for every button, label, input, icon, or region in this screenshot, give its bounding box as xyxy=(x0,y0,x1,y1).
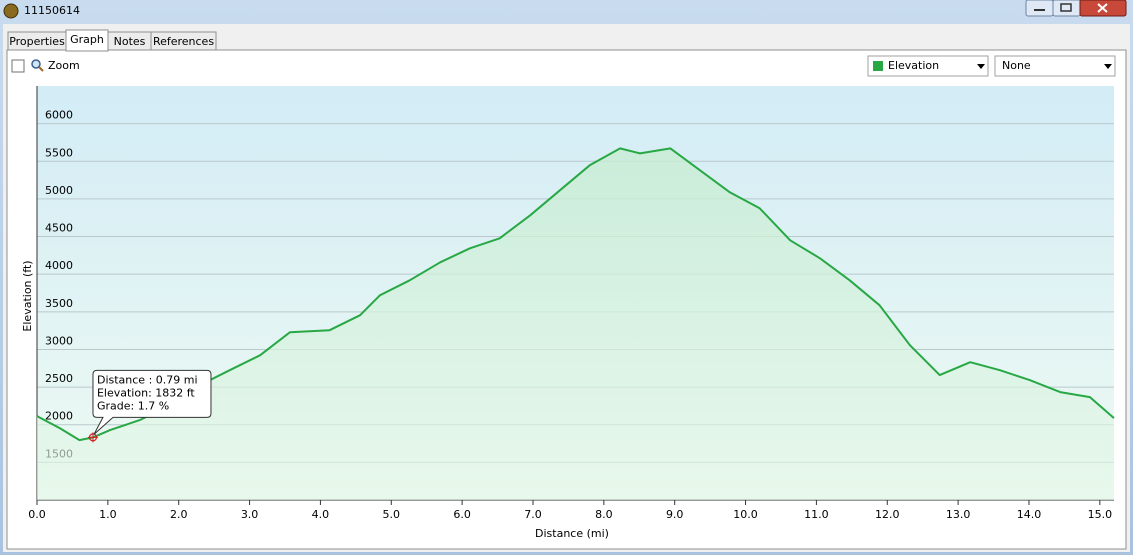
y-tick-label: 4000 xyxy=(45,259,73,272)
x-tick-label: 0.0 xyxy=(28,508,46,521)
x-tick-label: 7.0 xyxy=(524,508,542,521)
x-tick-label: 9.0 xyxy=(666,508,684,521)
x-tick-label: 8.0 xyxy=(595,508,613,521)
zoom-icon-handle xyxy=(38,66,44,72)
tab-label: Graph xyxy=(70,33,104,46)
app-icon xyxy=(3,3,19,19)
x-tick-label: 11.0 xyxy=(804,508,829,521)
y-tick-label: 5000 xyxy=(45,184,73,197)
series-swatch xyxy=(873,61,883,71)
zoom-label: Zoom xyxy=(48,59,80,72)
tooltip-box xyxy=(92,369,212,435)
x-tick-label: 4.0 xyxy=(312,508,330,521)
zoom-checkbox[interactable] xyxy=(11,59,25,73)
maximize-button[interactable] xyxy=(1052,0,1081,17)
series-dropdown-text: Elevation xyxy=(888,59,939,72)
tooltip-line: Distance : 0.79 mi xyxy=(97,373,198,386)
x-tick-label: 6.0 xyxy=(453,508,471,521)
dropdown-arrow xyxy=(977,64,985,69)
y-tick-label: 2500 xyxy=(45,372,73,385)
x-tick-label: 14.0 xyxy=(1017,508,1042,521)
zoom-icon xyxy=(31,59,41,69)
chart: 1500200025003000350040004500500055006000… xyxy=(28,86,1115,521)
x-tick-label: 10.0 xyxy=(733,508,758,521)
tab[interactable] xyxy=(150,31,217,51)
tooltip-line: Elevation: 1832 ft xyxy=(97,386,195,399)
x-tick-label: 5.0 xyxy=(383,508,401,521)
cursor-cross xyxy=(87,432,98,443)
x-tick-label: 12.0 xyxy=(875,508,900,521)
area-fill xyxy=(37,148,1114,500)
tooltip-line: Grade: 1.7 % xyxy=(97,399,169,412)
tab-label: Notes xyxy=(114,35,146,48)
minimize-button[interactable] xyxy=(1025,0,1054,17)
x-tick-label: 13.0 xyxy=(946,508,971,521)
y-tick-label: 3000 xyxy=(45,334,73,347)
x-tick-label: 2.0 xyxy=(170,508,188,521)
y-tick-label: 5500 xyxy=(45,146,73,159)
secondary-dropdown-text: None xyxy=(1002,59,1031,72)
x-tick-label: 1.0 xyxy=(99,508,117,521)
x-tick-label: 3.0 xyxy=(241,508,259,521)
y-tick-label: 2000 xyxy=(45,410,73,423)
close-glyph xyxy=(1097,3,1108,13)
window-controls[interactable] xyxy=(1025,0,1127,17)
secondary-dropdown[interactable] xyxy=(994,55,1116,77)
x-tick-label: 15.0 xyxy=(1088,508,1113,521)
series-dropdown[interactable] xyxy=(867,55,989,77)
x-axis-label: Distance (mi) xyxy=(535,527,609,540)
y-axis-label: Elevation (ft) xyxy=(21,260,34,331)
tab-strip: Properties Graph Notes References xyxy=(7,29,217,52)
dropdown-arrow xyxy=(1104,64,1112,69)
tab-label: References xyxy=(153,35,214,48)
tab-label: Properties xyxy=(9,35,65,48)
y-tick-label: 3500 xyxy=(45,297,73,310)
y-tick-label: 4500 xyxy=(45,222,73,235)
window-title: 11150614 xyxy=(24,4,80,17)
y-tick-label: 6000 xyxy=(45,109,73,122)
maximize-glyph xyxy=(1060,3,1072,12)
